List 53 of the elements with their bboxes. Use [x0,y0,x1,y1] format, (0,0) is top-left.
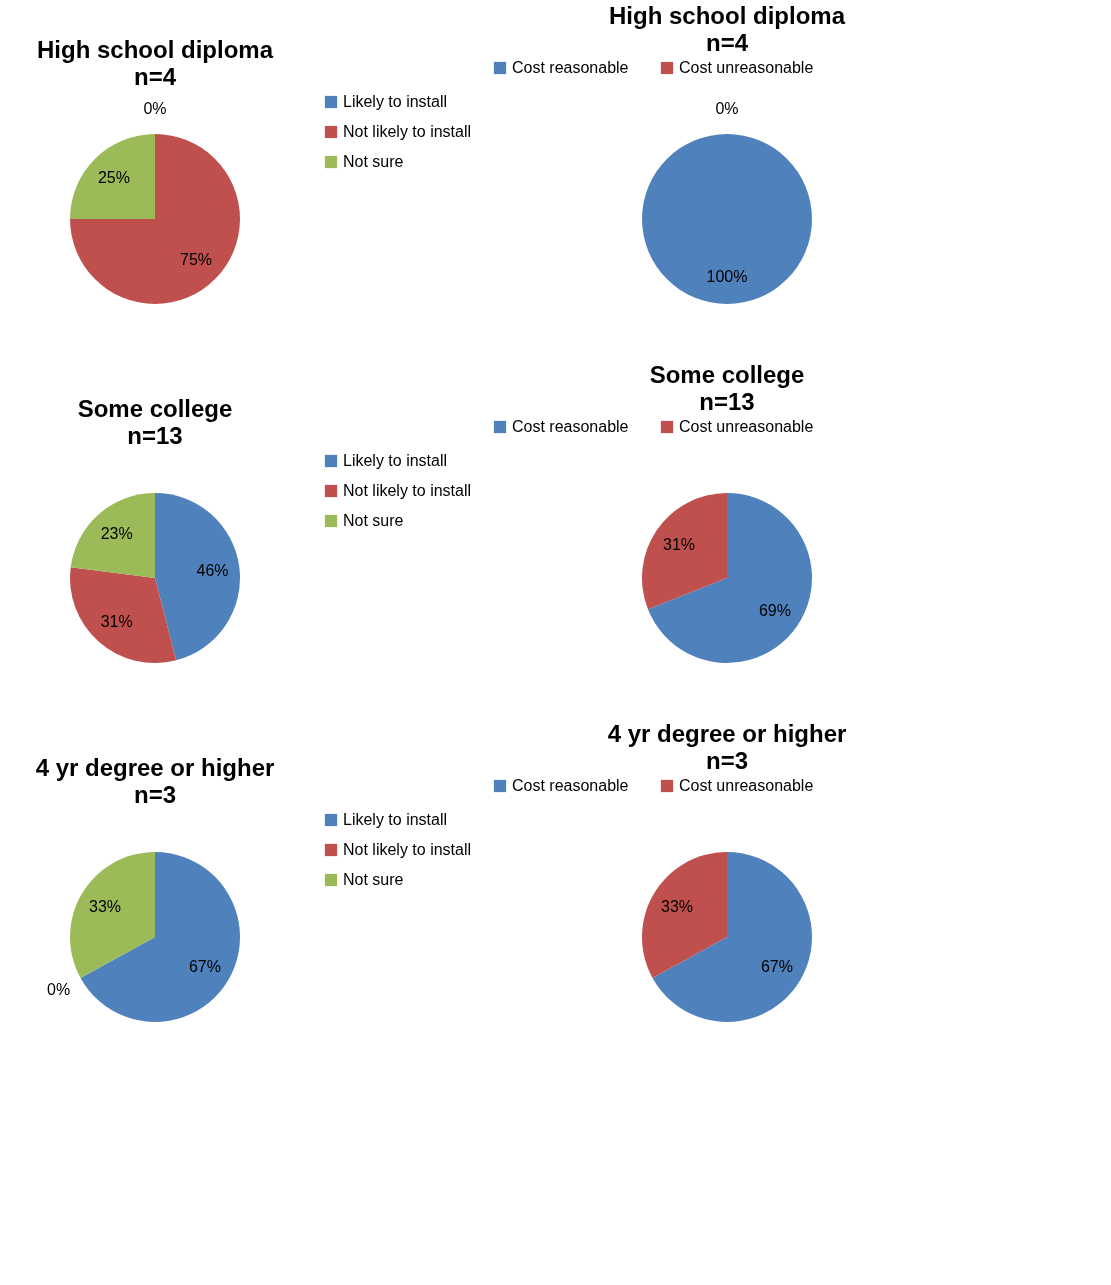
text: 0% [715,100,739,117]
chart-subtitle: n=3 [705,747,749,774]
text: 0% [47,980,71,998]
chart-subtitle: n=3 [133,781,177,808]
chart-subtitle: n=4 [705,29,749,56]
pie-slice [642,852,727,978]
pie-slice [70,852,155,978]
data-label: 100% [706,268,748,285]
legend-label: Not sure [343,871,404,888]
text: 0% [143,100,167,117]
chart-title: 4 yr degree or higher [35,754,275,781]
data-label: 46% [196,561,229,579]
legend-label: Not sure [343,512,404,529]
legend-label: Likely to install [343,93,448,110]
data-label: 75% [180,251,213,269]
data-label: 25% [97,168,130,186]
data-label: 31% [100,612,133,630]
data-label: 33% [661,898,694,916]
chart-title: High school diploma [608,2,846,29]
legend-label: Not likely to install [343,841,472,858]
pie-slice [642,493,727,610]
legend-label: Likely to install [343,452,448,469]
chart-subtitle: n=13 [127,422,183,449]
pie-slice [80,852,240,1022]
chart-subtitle: n=4 [133,63,177,90]
pie-slice [70,134,155,219]
pie-slice [647,493,812,663]
chart-title: 4 yr degree or higher [607,720,847,747]
legend-label: Cost unreasonable [679,418,814,435]
pie-slice [652,852,812,1022]
data-label: 67% [760,957,793,975]
legend-label: Cost reasonable [512,418,629,435]
chart-title: Some college [649,361,805,388]
pie-slice [70,134,240,304]
chart-title: High school diploma [36,36,274,63]
data-label: 23% [100,525,133,543]
legend-label: Cost reasonable [512,59,629,76]
chart-subtitle: n=13 [699,388,755,415]
legend-label: Cost unreasonable [679,59,814,76]
legend-label: Cost unreasonable [679,777,814,794]
legend-label: Likely to install [343,811,448,828]
legend-label: Not likely to install [343,482,472,499]
legend-label: Not sure [343,153,404,170]
data-label: 33% [89,898,122,916]
pie-slice [70,493,155,578]
legend-label: Cost reasonable [512,777,629,794]
data-label: 31% [663,536,696,554]
data-label: 67% [188,957,221,975]
pie-slice [70,567,177,663]
pie-slice [155,493,240,661]
chart-title: Some college [77,395,233,422]
data-label: 69% [758,601,791,619]
legend-label: Not likely to install [343,123,472,140]
